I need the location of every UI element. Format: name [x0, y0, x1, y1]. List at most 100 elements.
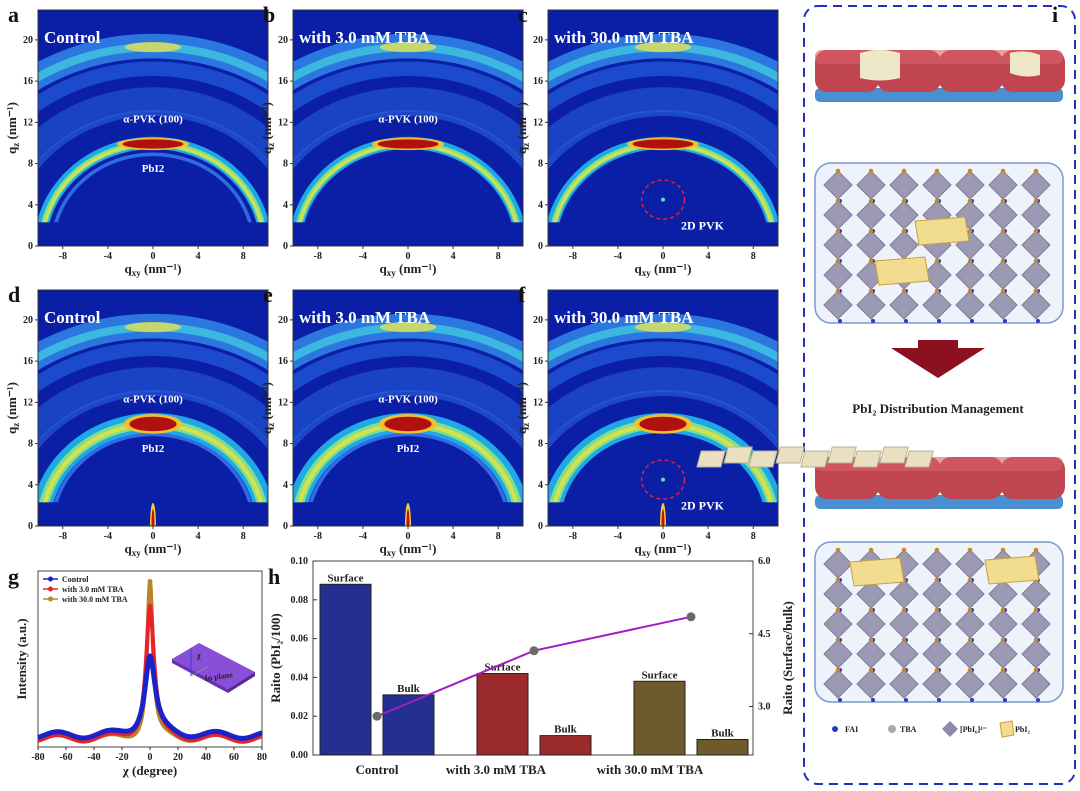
iodide-atom — [1033, 258, 1039, 264]
cation-atom — [937, 698, 941, 702]
inset-slab-front — [228, 672, 255, 693]
y-tick-label: 4 — [28, 480, 33, 491]
y-tick-label: 4 — [283, 200, 288, 211]
pbi2-cluster — [874, 256, 930, 286]
2d-pvk-peak — [661, 197, 665, 202]
iodide-atom — [934, 637, 940, 643]
beam-spot — [661, 509, 665, 526]
ring-q-17.2 — [293, 61, 523, 113]
y-axis-label: qz (nm⁻¹) — [4, 102, 21, 154]
x-label-q: q — [635, 261, 643, 276]
iodide-atom — [901, 198, 907, 204]
y-label-sub: z — [266, 143, 276, 147]
pbi6-icon — [942, 721, 958, 737]
ring-hotspot — [124, 321, 182, 333]
iodide-atom — [967, 547, 973, 553]
y-axis-label: qz (nm⁻¹) — [514, 382, 531, 434]
pvk100-peak — [122, 139, 184, 149]
ring-q-12.9 — [38, 110, 268, 170]
iodide-atom — [835, 228, 841, 234]
y-tick-label: 12 — [278, 397, 288, 408]
pbi2-plate — [800, 450, 830, 468]
y-tick-label: 0 — [283, 241, 288, 252]
y-label-sub: z — [521, 423, 531, 427]
x-tick-label: 8 — [241, 251, 246, 262]
ring-q-17.2 — [548, 61, 778, 113]
x-tick-label: -8 — [59, 531, 67, 542]
y-tick-label: 16 — [278, 76, 288, 87]
cation-atom — [970, 319, 974, 323]
y-tick-label: 8 — [538, 439, 543, 450]
ring-q-12.9 — [293, 110, 523, 170]
iodide-atom — [868, 637, 874, 643]
ring-hotspot — [124, 41, 182, 53]
ring-hotspot — [634, 321, 692, 333]
x-label-sub: xy — [132, 548, 142, 558]
x-tick-label: 8 — [496, 251, 501, 262]
ring-hotspot — [634, 41, 692, 53]
category-label: with 30.0 mM TBA — [597, 762, 704, 777]
legend-marker-2 — [48, 596, 53, 602]
y-tick-label: 12 — [23, 117, 33, 128]
y-tick-label: 16 — [23, 356, 33, 367]
x-tick-label: -8 — [59, 251, 67, 262]
x-label-unit: (nm⁻¹) — [651, 261, 692, 276]
y-axis-label: qz (nm⁻¹) — [259, 382, 276, 434]
x-tick-label: 0 — [151, 531, 156, 542]
y-tick-label: 0 — [28, 521, 33, 532]
series-peak-marker-0 — [147, 653, 153, 659]
panel-title: with 3.0 mM TBA — [299, 28, 431, 47]
cation-atom — [1036, 698, 1040, 702]
pbi2-cluster — [849, 557, 905, 587]
iodide-atom — [1033, 667, 1039, 673]
legend-label-1: with 3.0 mM TBA — [62, 585, 124, 594]
iodide-atom — [901, 637, 907, 643]
substrate — [815, 495, 1063, 509]
y-label-q: q — [259, 146, 274, 154]
x-label-sub: xy — [132, 268, 142, 278]
iodide-atom — [1033, 168, 1039, 174]
x-tick-label: 0 — [661, 251, 666, 262]
2d-pvk-label: 2D PVK — [681, 499, 725, 513]
iodide-atom — [1033, 228, 1039, 234]
x-tick-label: 4 — [451, 531, 456, 542]
y-tick-label: 12 — [533, 117, 543, 128]
y-tick-label: 0 — [283, 521, 288, 532]
x-axis-label: χ (degree) — [122, 763, 178, 778]
iodide-atom — [967, 607, 973, 613]
peaks — [378, 414, 438, 526]
bar-label: Bulk — [554, 724, 578, 736]
iodide-atom — [967, 168, 973, 174]
bar-surface-2 — [633, 680, 686, 756]
ring-q-14.2 — [38, 367, 268, 442]
legend-label-2: [PbI₆]⁴⁻ — [960, 725, 987, 734]
ring-q-17.2 — [548, 341, 778, 393]
watermark: 大数跨境 — [2, 770, 90, 791]
y-tick-label: 0.00 — [291, 750, 309, 761]
y-label-sub: z — [266, 423, 276, 427]
x-tick-label: -80 — [31, 752, 44, 763]
bar-bulk-2 — [696, 738, 749, 756]
inset-slab-side — [172, 659, 228, 693]
x-tick-label: 40 — [201, 752, 211, 763]
2d-pvk-circle — [640, 179, 686, 220]
cation-atom — [838, 698, 842, 702]
cation-atom — [970, 698, 974, 702]
y2-tick-label: 3.0 — [758, 702, 771, 713]
x-tick-label: -40 — [87, 752, 100, 763]
x-tick-label: -8 — [569, 531, 577, 542]
y-tick-label: 8 — [283, 439, 288, 450]
bar-label: Surface — [641, 669, 677, 681]
ring-q-14.2 — [548, 87, 778, 162]
cation-atom — [1003, 319, 1007, 323]
pbi2-patch — [860, 50, 900, 81]
bar-bulk-0 — [382, 694, 435, 756]
bar-surface-0 — [319, 583, 372, 756]
pbi6-octahedron — [988, 290, 1018, 320]
iodide-atom — [1000, 667, 1006, 673]
x-tick-label: 0 — [148, 752, 153, 763]
pbi6-octahedron — [856, 669, 886, 699]
iodide-atom — [868, 198, 874, 204]
iodide-atom — [934, 667, 940, 673]
